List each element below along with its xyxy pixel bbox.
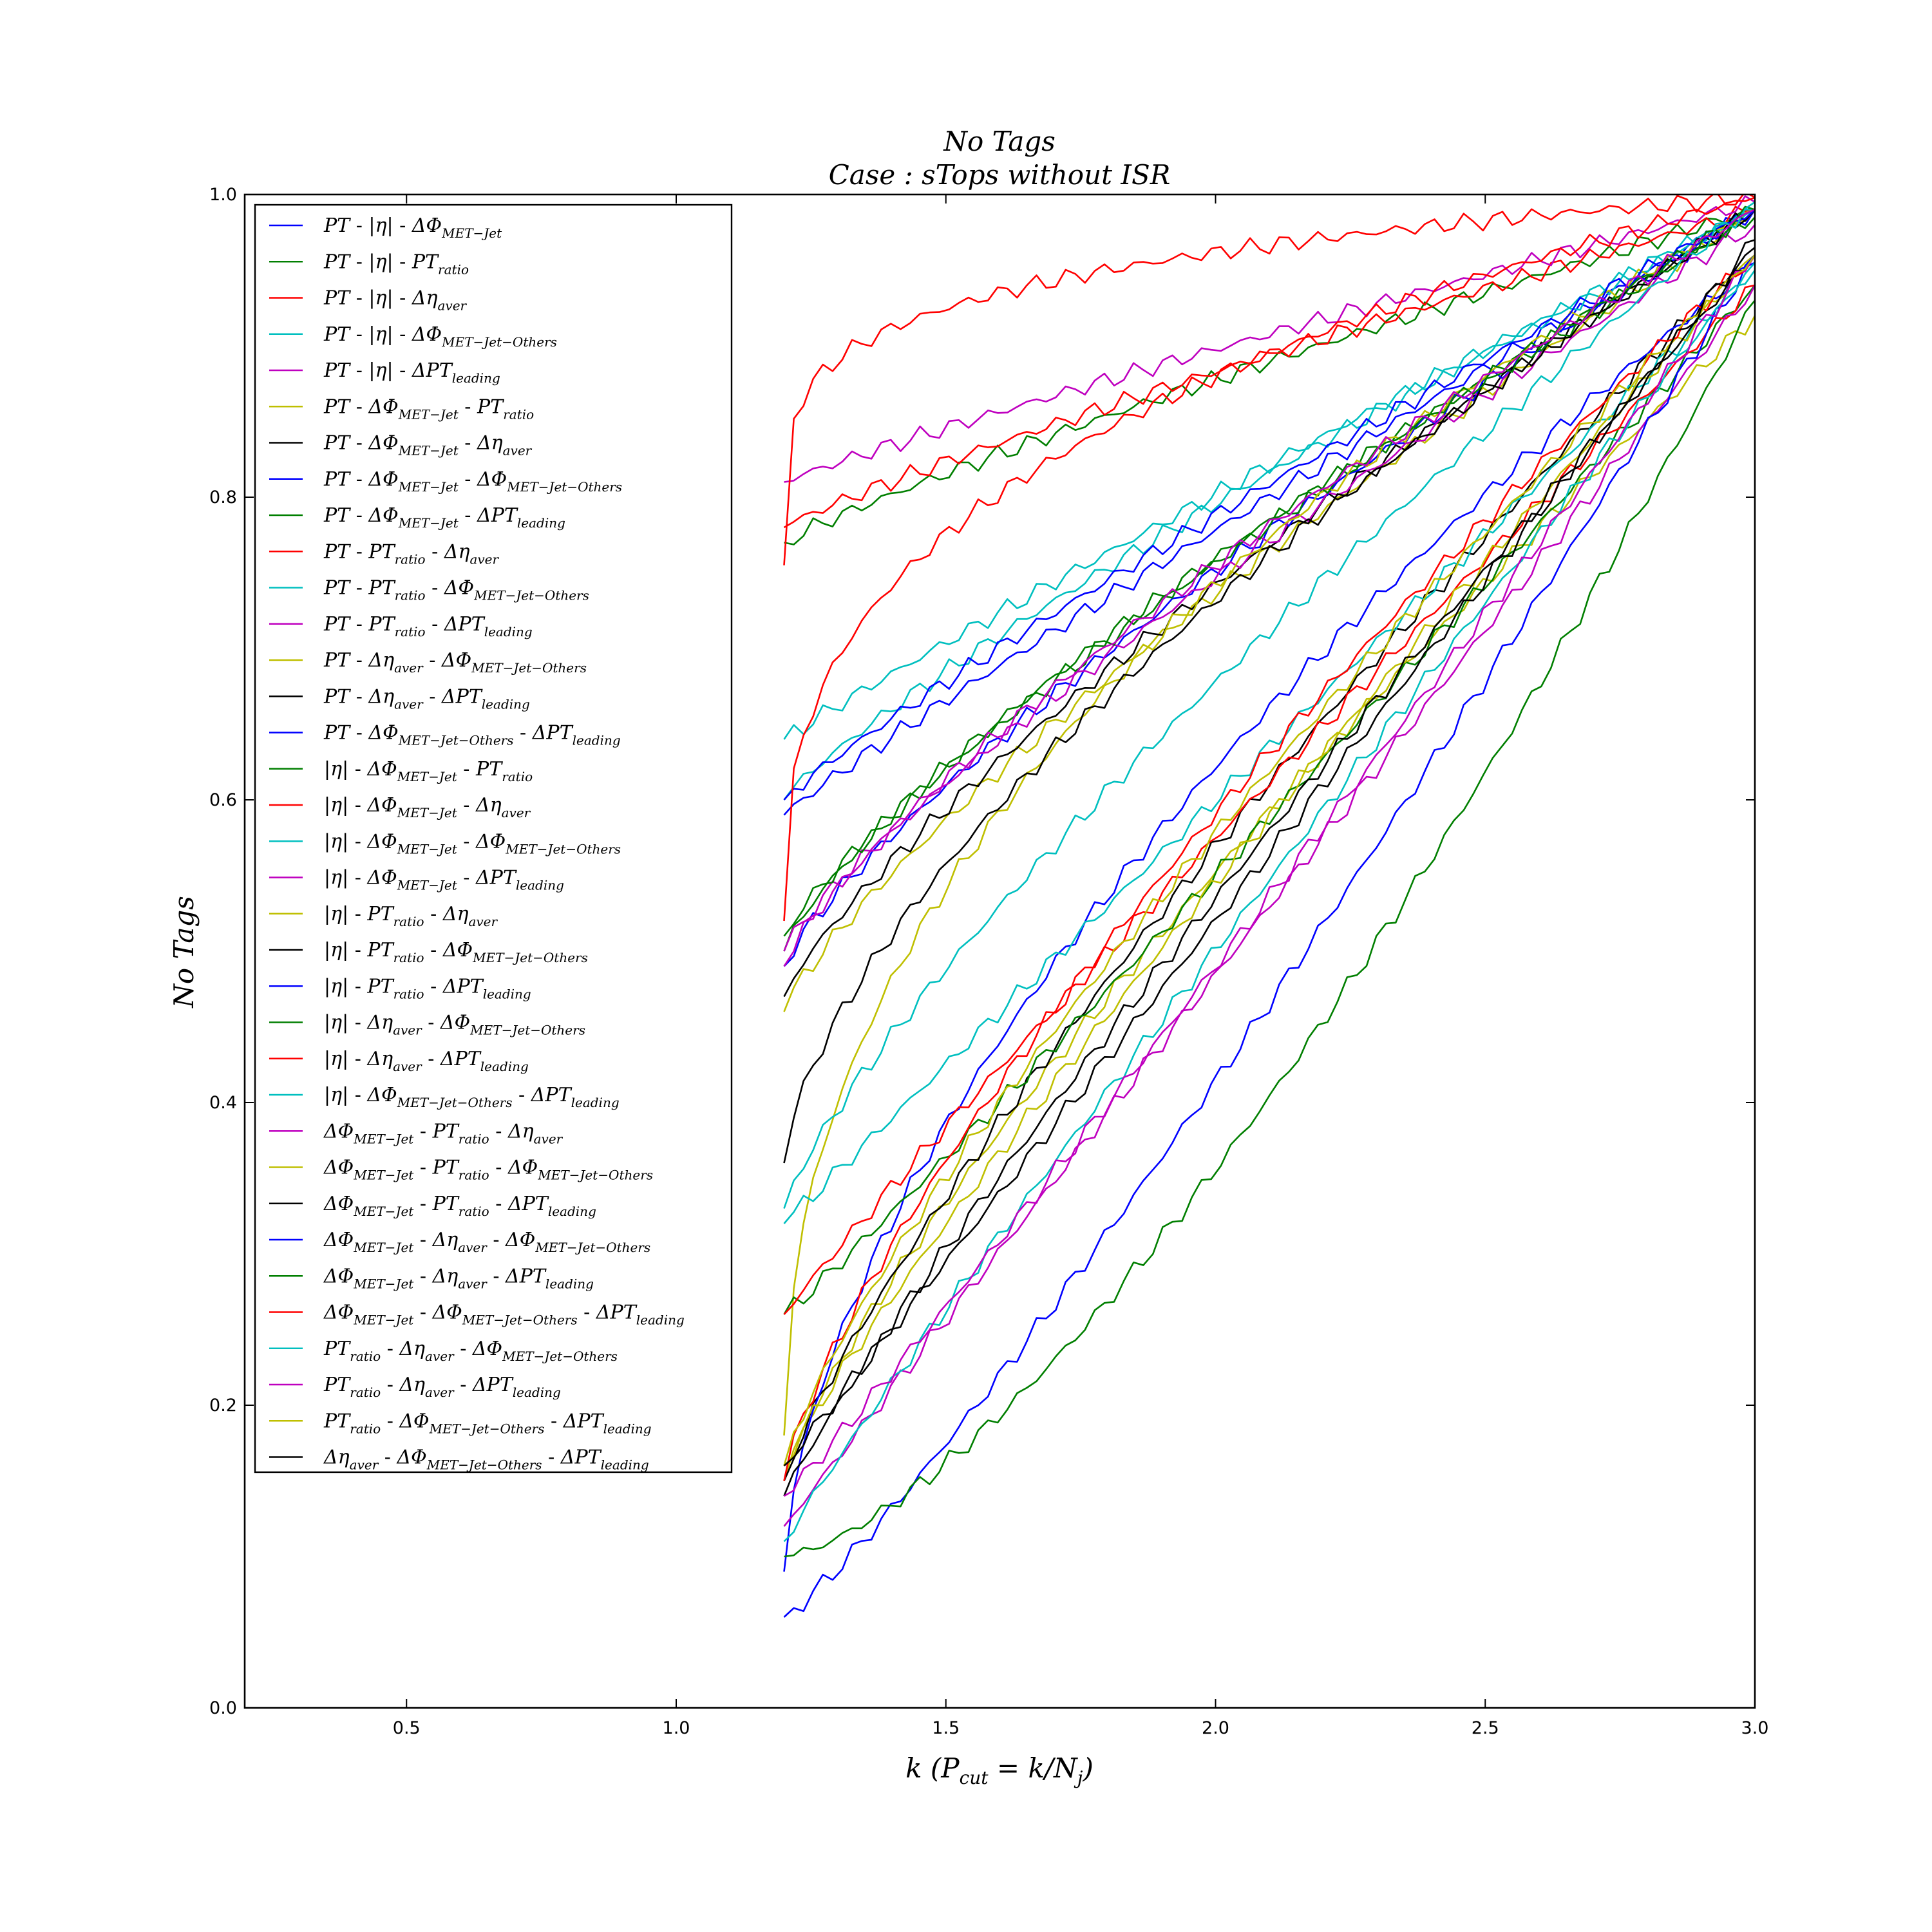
- series-line: [783, 201, 1755, 1209]
- axis-ticks: 0.5 1.0 1.5 2.0 2.5 3.0 0.0 0.2 0.4 0.6 0.8 1.0: [209, 185, 1768, 1738]
- legend-label: PT - PTratio - ΔΦMET−Jet−Others: [323, 577, 589, 603]
- x-tick-label: 2.5: [1472, 1718, 1499, 1738]
- x-tick-label: 2.0: [1202, 1718, 1229, 1738]
- series-line: [783, 224, 1755, 952]
- legend-label: PT - ΔΦMET−Jet−Others - ΔPTleading: [323, 722, 621, 748]
- x-tick-label: 3.0: [1741, 1718, 1769, 1738]
- legend-label: PT - Δηaver - ΔΦMET−Jet−Others: [323, 649, 587, 676]
- legend-label: ΔΦMET−Jet - ΔΦMET−Jet−Others - ΔPTleadin…: [323, 1302, 685, 1328]
- legend-label: PT - |η| - Δηaver: [323, 287, 468, 314]
- y-tick-label: 0.8: [209, 488, 237, 507]
- series-line: [783, 196, 1755, 922]
- legend-label: |η| - PTratio - ΔPTleading: [324, 975, 531, 1001]
- legend-label: PT - PTratio - Δηaver: [323, 540, 500, 567]
- legend-label: |η| - Δηaver - ΔPTleading: [324, 1048, 529, 1074]
- chart-title: No Tags: [943, 126, 1056, 157]
- series-line: [783, 254, 1755, 1466]
- legend-label: PT - ΔΦMET−Jet - Δηaver: [323, 432, 533, 459]
- legend-label: PT - Δηaver - ΔPTleading: [323, 685, 530, 712]
- series-line: [783, 254, 1755, 1481]
- series-line: [783, 209, 1755, 1164]
- series-line: [783, 208, 1755, 800]
- y-tick-label: 0.0: [209, 1698, 237, 1718]
- series-line: [783, 269, 1755, 1224]
- series-line: [783, 209, 1755, 740]
- series-line: [783, 261, 1755, 1572]
- series-line: [783, 209, 1755, 967]
- series-line: [783, 254, 1755, 1497]
- series-line: [783, 261, 1755, 1542]
- legend-label: PT - |η| - ΔΦMET−Jet: [323, 214, 502, 241]
- legend-label: PT - ΔΦMET−Jet - ΔΦMET−Jet−Others: [323, 468, 622, 495]
- legend-label: |η| - Δηaver - ΔΦMET−Jet−Others: [324, 1012, 585, 1038]
- x-tick-label: 1.5: [932, 1718, 960, 1738]
- legend-label: |η| - ΔΦMET−Jet−Others - ΔPTleading: [324, 1084, 620, 1110]
- series-line: [783, 285, 1755, 1527]
- series-line: [783, 254, 1755, 1497]
- legend-label: |η| - ΔΦMET−Jet - Δηaver: [324, 794, 531, 820]
- legend-label: PT - PTratio - ΔPTleading: [323, 613, 533, 639]
- series-line: [783, 205, 1755, 529]
- series-line: [784, 209, 1755, 545]
- plot-area: [243, 193, 1756, 1709]
- legend-label: |η| - PTratio - ΔΦMET−Jet−Others: [324, 939, 588, 965]
- legend-label: PTratio - Δηaver - ΔPTleading: [323, 1374, 561, 1400]
- x-tick-label: 1.0: [663, 1718, 690, 1738]
- chart-subtitle: Case : sTops without ISR: [829, 159, 1171, 191]
- series-lines: [783, 194, 1755, 1618]
- legend-label: PTratio - ΔΦMET−Jet−Others - ΔPTleading: [323, 1410, 652, 1436]
- y-tick-label: 0.4: [209, 1093, 237, 1113]
- legend-label: |η| - PTratio - Δηaver: [324, 903, 498, 929]
- y-tick-label: 0.2: [209, 1396, 237, 1416]
- series-line: [783, 285, 1755, 1315]
- series-line: [783, 284, 1755, 1315]
- series-line: [784, 195, 1755, 483]
- series-line: [783, 209, 1755, 800]
- series-line: [783, 254, 1755, 1466]
- legend-box: [254, 204, 733, 1473]
- legend-label: |η| - ΔΦMET−Jet - ΔΦMET−Jet−Others: [324, 830, 621, 857]
- y-axis-label: No Tags: [168, 896, 200, 1009]
- legend-label: ΔΦMET−Jet - Δηaver - ΔΦMET−Jet−Others: [323, 1229, 650, 1255]
- y-tick-label: 1.0: [209, 185, 237, 205]
- legend-label: ΔΦMET−Jet - PTratio - ΔPTleading: [323, 1193, 596, 1219]
- series-line: [783, 315, 1755, 1481]
- legend-label: PT - |η| - PTratio: [323, 251, 469, 277]
- legend-label: PT - |η| - ΔPTleading: [323, 359, 500, 386]
- series-line: [784, 299, 1755, 1558]
- legend-label: PTratio - Δηaver - ΔΦMET−Jet−Others: [323, 1338, 618, 1364]
- legend-label: PT - |η| - ΔΦMET−Jet−Others: [323, 323, 557, 350]
- legend-label: |η| - ΔΦMET−Jet - ΔPTleading: [324, 867, 564, 893]
- legend-label: ΔΦMET−Jet - PTratio - Δηaver: [323, 1120, 564, 1146]
- legend-label: PT - ΔΦMET−Jet - PTratio: [323, 395, 534, 422]
- legend: PT - |η| - ΔΦMET−Jet PT - |η| - PTratio PT…: [254, 204, 733, 1473]
- series-line: [783, 194, 1755, 565]
- legend-label: PT - ΔΦMET−Jet - ΔPTleading: [323, 504, 565, 531]
- legend-label: ΔΦMET−Jet - PTratio - ΔΦMET−Jet−Others: [323, 1157, 653, 1183]
- legend-label: Δηaver - ΔΦMET−Jet−Others - ΔPTleading: [323, 1446, 649, 1473]
- series-line: [783, 239, 1755, 1466]
- axes-frame: [243, 193, 1756, 1709]
- x-tick-label: 0.5: [393, 1718, 421, 1738]
- y-tick-label: 0.6: [209, 790, 237, 810]
- x-axis-label: k (Pcut = k/Nj): [905, 1752, 1094, 1788]
- legend-label: ΔΦMET−Jet - Δηaver - ΔPTleading: [323, 1265, 594, 1291]
- series-line: [783, 254, 1755, 1618]
- legend-label: |η| - ΔΦMET−Jet - PTratio: [324, 758, 533, 784]
